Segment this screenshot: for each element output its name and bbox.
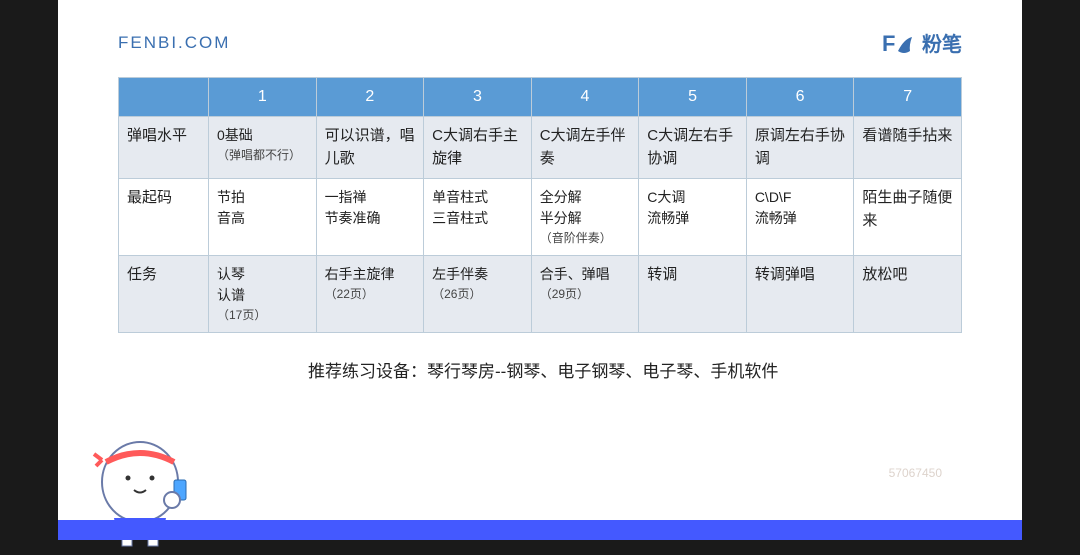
cell: 全分解半分解（音阶伴奏） — [531, 179, 639, 256]
col-header-2: 2 — [316, 78, 424, 117]
row-label: 任务 — [119, 256, 209, 333]
cell: 转调弹唱 — [746, 256, 854, 333]
svg-text:F: F — [882, 31, 895, 56]
cell: 节拍音高 — [209, 179, 317, 256]
fenbi-logo-icon: F — [882, 29, 918, 57]
cell: 陌生曲子随便来 — [854, 179, 962, 256]
col-header-4: 4 — [531, 78, 639, 117]
logo-text: 粉笔 — [922, 28, 962, 57]
cell: C\D\F流畅弹 — [746, 179, 854, 256]
row-label: 最起码 — [119, 179, 209, 256]
cell: 认琴认谱（17页） — [209, 256, 317, 333]
table-header-row: 1 2 3 4 5 6 7 — [119, 78, 962, 117]
logo: F 粉笔 — [882, 28, 962, 57]
col-header-1: 1 — [209, 78, 317, 117]
recommendation-text: 推荐练习设备：琴行琴房--钢琴、电子钢琴、电子琴、手机软件 — [58, 333, 1022, 382]
cell: 右手主旋律（22页） — [316, 256, 424, 333]
cell: 合手、弹唱（29页） — [531, 256, 639, 333]
row-level: 弹唱水平 0基础（弹唱都不行） 可以识谱，唱儿歌 C大调右手主旋律 C大调左手伴… — [119, 117, 962, 179]
col-header-5: 5 — [639, 78, 747, 117]
cell: C大调流畅弹 — [639, 179, 747, 256]
cell: C大调左手伴奏 — [531, 117, 639, 179]
cell: 0基础（弹唱都不行） — [209, 117, 317, 179]
cell: 单音柱式三音柱式 — [424, 179, 532, 256]
watermark: 57067450 — [889, 466, 942, 480]
table-container: 1 2 3 4 5 6 7 弹唱水平 0基础（弹唱都不行） 可以识谱，唱儿歌 C… — [58, 77, 1022, 333]
cell: 原调左右手协调 — [746, 117, 854, 179]
cell: 左手伴奏（26页） — [424, 256, 532, 333]
cell: C大调左右手协调 — [639, 117, 747, 179]
col-header-blank — [119, 78, 209, 117]
col-header-3: 3 — [424, 78, 532, 117]
row-label: 弹唱水平 — [119, 117, 209, 179]
cell: 看谱随手拈来 — [854, 117, 962, 179]
cell: 转调 — [639, 256, 747, 333]
cell: C大调右手主旋律 — [424, 117, 532, 179]
footer-bar — [58, 520, 1022, 540]
slide: FENBI.COM F 粉笔 1 2 3 4 5 6 — [58, 0, 1022, 540]
site-url: FENBI.COM — [118, 33, 230, 53]
cell: 一指禅节奏准确 — [316, 179, 424, 256]
cell: 放松吧 — [854, 256, 962, 333]
row-task: 任务 认琴认谱（17页） 右手主旋律（22页） 左手伴奏（26页） 合手、弹唱（… — [119, 256, 962, 333]
header: FENBI.COM F 粉笔 — [58, 0, 1022, 77]
skills-table: 1 2 3 4 5 6 7 弹唱水平 0基础（弹唱都不行） 可以识谱，唱儿歌 C… — [118, 77, 962, 333]
row-minimum: 最起码 节拍音高 一指禅节奏准确 单音柱式三音柱式 全分解半分解（音阶伴奏） C… — [119, 179, 962, 256]
cell: 可以识谱，唱儿歌 — [316, 117, 424, 179]
col-header-7: 7 — [854, 78, 962, 117]
col-header-6: 6 — [746, 78, 854, 117]
